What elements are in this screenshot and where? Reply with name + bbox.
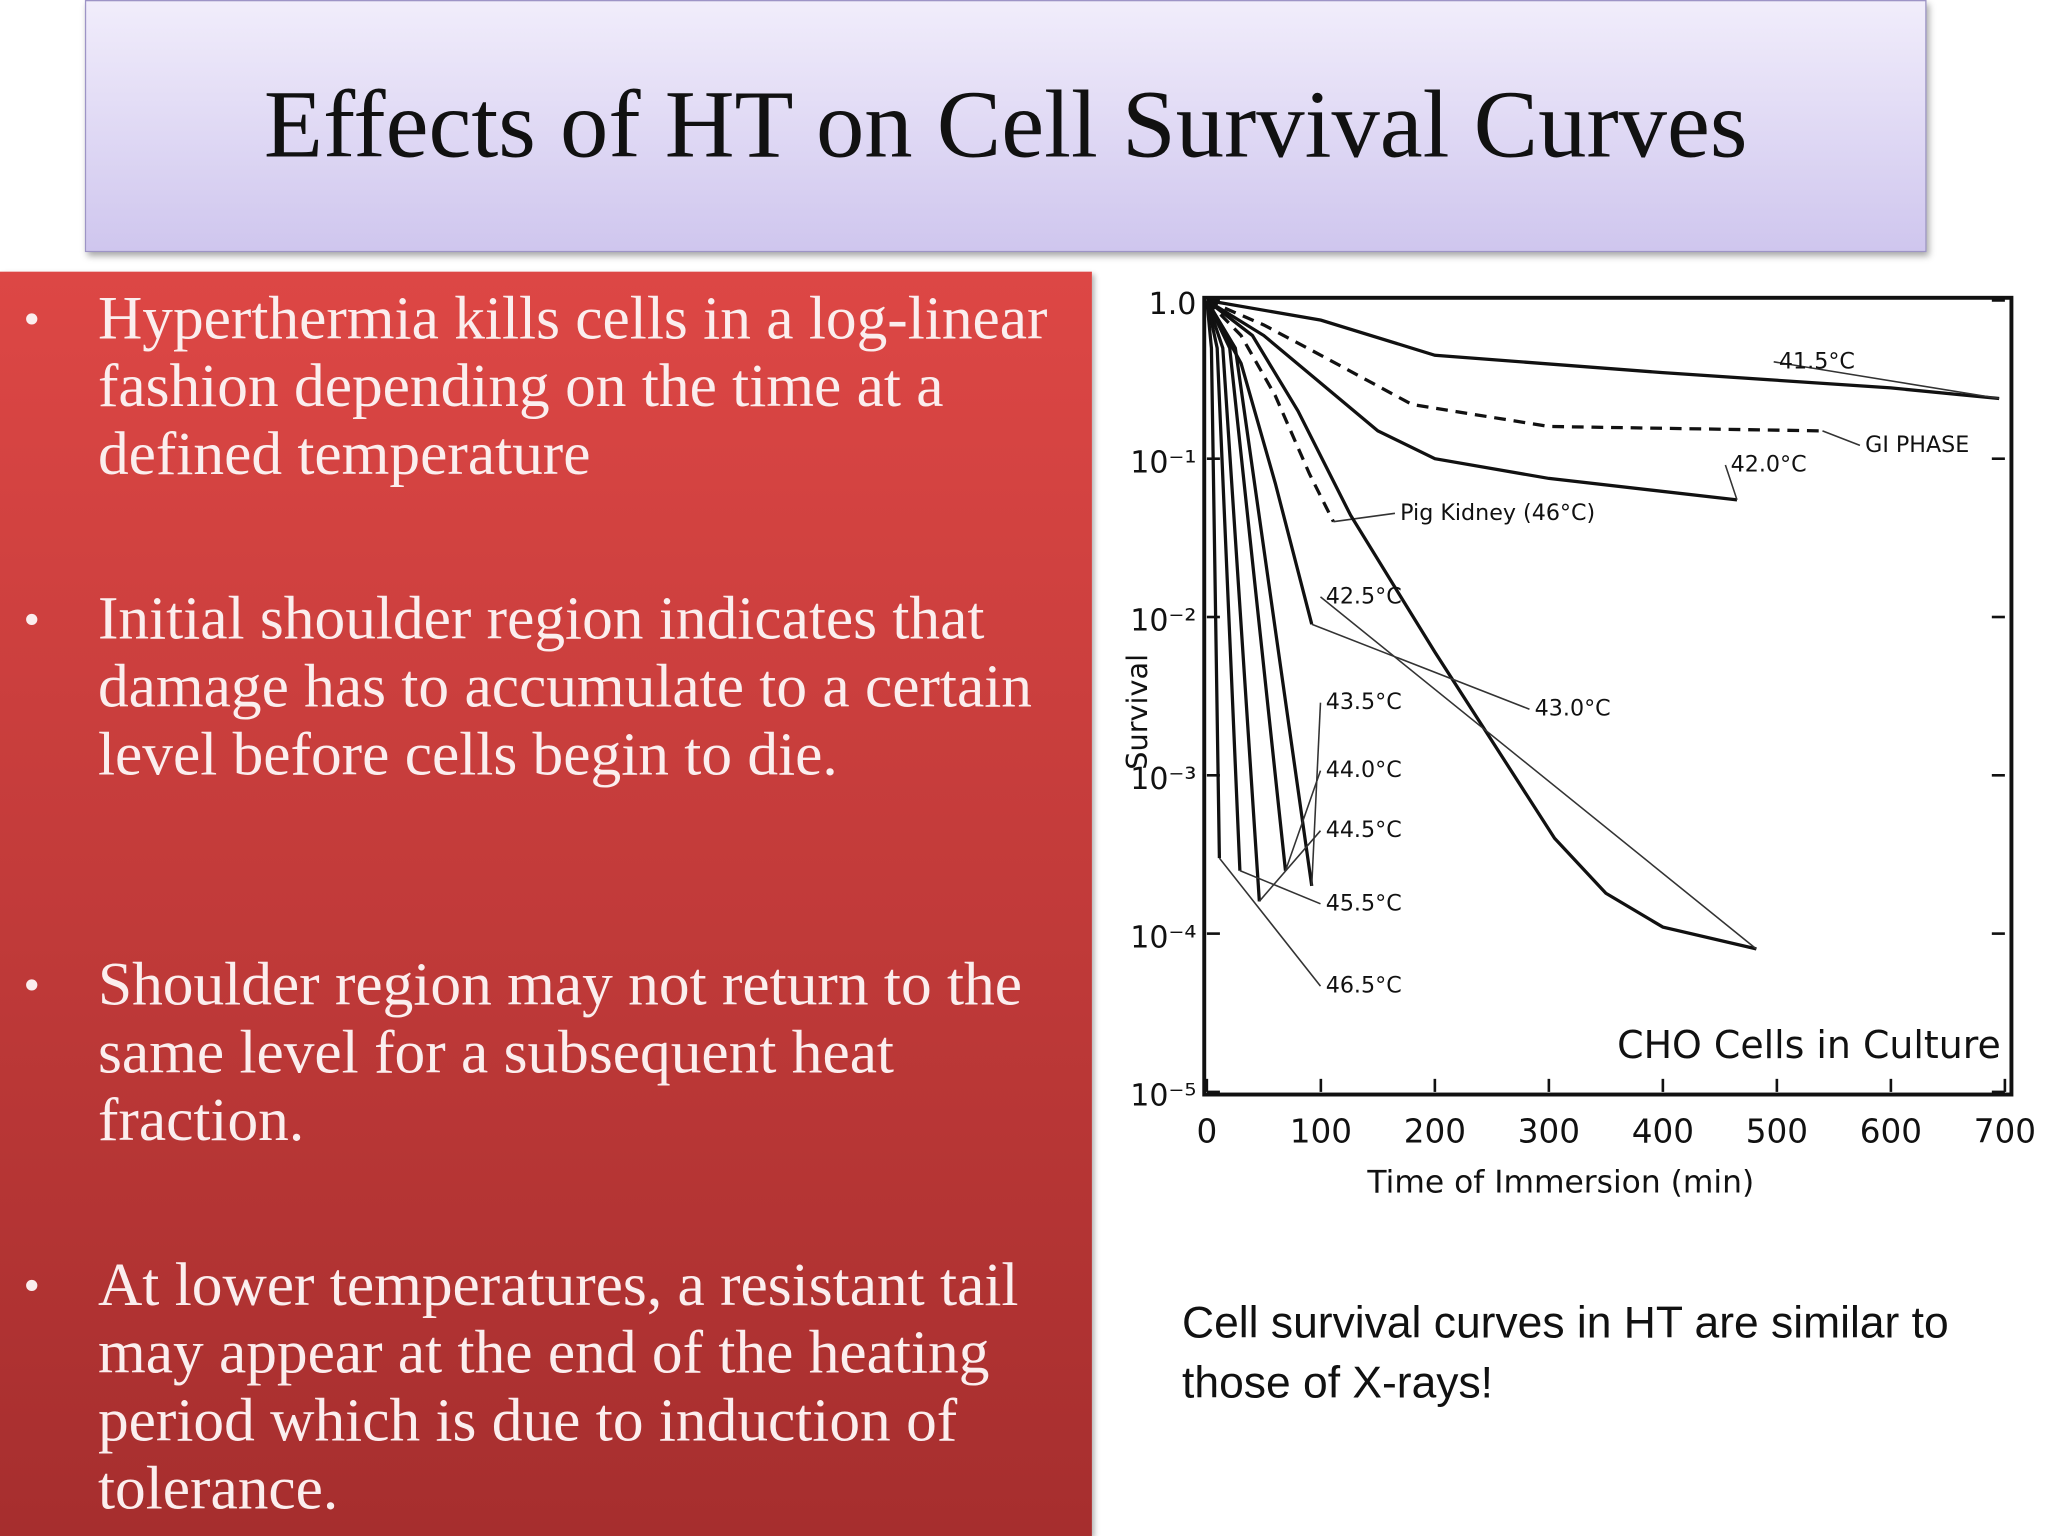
x-tick-label: 200 [1404,1113,1466,1151]
series-label: 42.5°C [1326,583,1402,609]
series-line [1205,299,1288,871]
chart-annotation: CHO Cells in Culture [1617,1023,2001,1067]
slide-title: Effects of HT on Cell Survival Curves [263,71,1748,179]
label-leader [1284,770,1322,871]
series-line [1205,299,1335,523]
label-leader [1333,512,1396,523]
chart-background [1110,274,2048,1202]
series-line [1205,299,1757,951]
plot-frame [1202,295,2014,1097]
y-tick-label: 10⁻⁴ [1130,920,1196,955]
y-tick-label: 10⁻² [1130,604,1196,639]
x-tick-label: 0 [1196,1113,1217,1151]
caption: Cell survival curves in HT are similar t… [1182,1298,1949,1408]
label-leader [1822,430,1861,447]
label-leader [1218,857,1322,987]
series-label: 44.5°C [1326,817,1402,843]
x-tick-label: 400 [1632,1113,1694,1151]
title-box: Effects of HT on Cell Survival Curves [84,0,1927,253]
label-leader [1239,869,1321,905]
x-tick-label: 700 [1974,1113,2036,1151]
y-tick-label: 10⁻⁵ [1130,1079,1196,1114]
label-leader [1724,464,1738,501]
x-tick-label: 600 [1860,1113,1922,1151]
y-tick-label: 10⁻³ [1130,762,1196,797]
bullet: At lower temperatures, a resistant tail … [24,1251,1091,1523]
series-label: 43.5°C [1326,689,1402,715]
x-tick-label: 300 [1518,1113,1580,1151]
bullet-panel: Hyperthermia kills cells in a log-linear… [0,271,1092,1536]
series-label: 43.0°C [1535,696,1611,722]
series-label: 46.5°C [1326,973,1402,999]
x-tick-label: 100 [1290,1113,1352,1151]
y-tick-label: 1.0 [1149,287,1197,322]
label-leader [1311,623,1530,710]
series-line [1205,300,1242,871]
label-leader [1258,830,1322,902]
bullet: Hyperthermia kills cells in a log-linear… [24,285,1091,489]
series-label: 42.0°C [1731,451,1807,477]
series-label: 41.5°C [1779,348,1855,374]
bullet: Initial shoulder region indicates that d… [24,585,1091,789]
series-line [1205,300,1222,859]
y-tick-label: 10⁻¹ [1130,445,1196,480]
series-line [1205,299,1261,902]
series-line [1206,298,2000,401]
series-label: Pig Kidney (46°C) [1400,500,1595,526]
series-label: 44.0°C [1326,757,1402,783]
bullet: Shoulder region may not return to the sa… [24,951,1091,1155]
series-line [1205,299,1738,502]
chart: CHO Cells in Culture Time of Immersion (… [1110,274,2048,1202]
series-line [1205,299,1314,887]
label-leader [1310,702,1322,886]
x-tick-label: 500 [1746,1113,1808,1151]
series-line [1206,298,1823,433]
x-axis-label: Time of Immersion (min) [1366,1164,1754,1200]
series-label: GI PHASE [1865,432,1969,458]
label-leader [1773,361,2000,400]
series-label: 45.5°C [1326,890,1402,916]
y-axis-label: Survival [1120,654,1154,770]
